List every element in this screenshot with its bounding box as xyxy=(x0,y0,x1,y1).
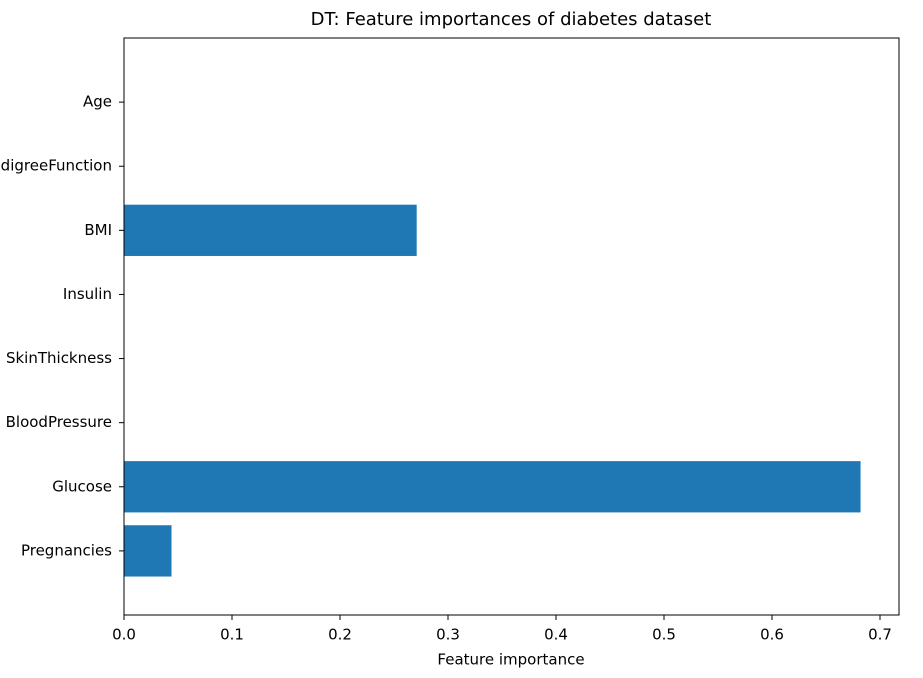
bar xyxy=(124,204,417,256)
chart-title: DT: Feature importances of diabetes data… xyxy=(311,9,712,30)
y-tick-label: Glucose xyxy=(52,477,112,495)
x-tick-label: 0.4 xyxy=(544,626,568,644)
y-tick-label: DiabetesPedigreeFunction xyxy=(0,157,112,175)
x-axis-label: Feature importance xyxy=(437,651,584,669)
y-tick-label: BloodPressure xyxy=(6,413,112,431)
y-tick-label: Age xyxy=(83,93,112,111)
x-tick-label: 0.3 xyxy=(436,626,460,644)
y-tick-label: SkinThickness xyxy=(6,349,112,367)
x-tick-label: 0.5 xyxy=(652,626,676,644)
x-tick-label: 0.7 xyxy=(868,626,892,644)
bar xyxy=(124,461,861,513)
y-tick-label: BMI xyxy=(84,221,112,239)
x-tick-label: 0.1 xyxy=(220,626,244,644)
x-tick-label: 0.2 xyxy=(328,626,352,644)
x-tick-label: 0.0 xyxy=(112,626,136,644)
plot-frame xyxy=(123,37,900,616)
y-tick-label: Insulin xyxy=(63,285,112,303)
bar xyxy=(124,525,172,577)
x-tick-label: 0.6 xyxy=(760,626,784,644)
y-tick-label: Pregnancies xyxy=(21,541,112,559)
